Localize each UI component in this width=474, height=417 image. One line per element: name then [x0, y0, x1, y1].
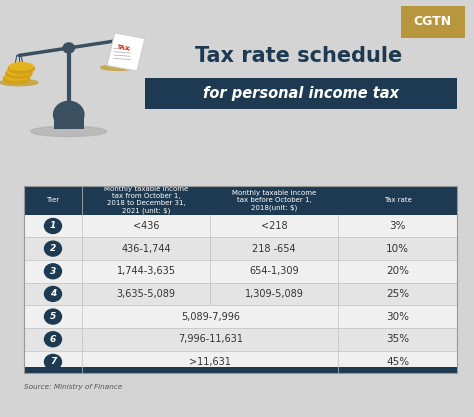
FancyBboxPatch shape — [24, 283, 457, 305]
Text: Source: Ministry of Finance: Source: Ministry of Finance — [24, 384, 122, 390]
FancyBboxPatch shape — [24, 328, 457, 351]
Text: 436-1,744: 436-1,744 — [121, 244, 171, 254]
Ellipse shape — [0, 79, 38, 86]
Circle shape — [45, 264, 62, 279]
Ellipse shape — [5, 73, 28, 80]
Circle shape — [45, 354, 62, 369]
Text: 1,309-5,089: 1,309-5,089 — [245, 289, 304, 299]
Text: 4: 4 — [50, 289, 56, 299]
Text: 25%: 25% — [386, 289, 410, 299]
Text: 3,635-5,089: 3,635-5,089 — [117, 289, 176, 299]
FancyBboxPatch shape — [24, 186, 457, 215]
Text: 30%: 30% — [386, 311, 409, 322]
FancyBboxPatch shape — [24, 215, 457, 237]
Text: 45%: 45% — [386, 357, 410, 367]
Text: 218 -654: 218 -654 — [252, 244, 296, 254]
Circle shape — [63, 43, 74, 53]
FancyBboxPatch shape — [401, 6, 465, 38]
Text: TAX: TAX — [116, 44, 130, 51]
FancyBboxPatch shape — [24, 351, 457, 373]
Ellipse shape — [6, 68, 32, 78]
Text: 10%: 10% — [386, 244, 409, 254]
Text: for personal income tax: for personal income tax — [203, 86, 399, 101]
Text: Monthly taxable income
tax before October 1,
2018(unit: $): Monthly taxable income tax before Octobe… — [232, 190, 316, 211]
Circle shape — [54, 101, 84, 128]
FancyBboxPatch shape — [24, 367, 457, 373]
Text: 7: 7 — [50, 357, 56, 367]
FancyBboxPatch shape — [54, 115, 84, 129]
Circle shape — [45, 219, 62, 234]
FancyBboxPatch shape — [24, 260, 457, 283]
Text: 654-1,309: 654-1,309 — [249, 266, 299, 276]
Ellipse shape — [31, 126, 107, 137]
Text: Tier: Tier — [46, 197, 60, 203]
Ellipse shape — [9, 63, 35, 73]
Circle shape — [45, 309, 62, 324]
Text: 5,089-7,996: 5,089-7,996 — [181, 311, 240, 322]
Text: Monthly taxable income
tax from October 1,
2018 to December 31,
2021 (unit: $): Monthly taxable income tax from October … — [104, 186, 188, 214]
Text: 3: 3 — [50, 267, 56, 276]
Text: 1,744-3,635: 1,744-3,635 — [117, 266, 176, 276]
Ellipse shape — [7, 68, 31, 75]
Ellipse shape — [100, 65, 137, 70]
Text: Tax rate: Tax rate — [384, 197, 412, 203]
Ellipse shape — [9, 63, 33, 70]
Text: 6: 6 — [50, 335, 56, 344]
Text: 20%: 20% — [386, 266, 409, 276]
Text: 1: 1 — [50, 221, 56, 231]
FancyBboxPatch shape — [107, 33, 145, 71]
FancyBboxPatch shape — [24, 237, 457, 260]
Text: 2: 2 — [50, 244, 56, 253]
Text: 35%: 35% — [386, 334, 410, 344]
Text: CGTN: CGTN — [413, 15, 452, 28]
Text: <218: <218 — [261, 221, 287, 231]
Text: <436: <436 — [133, 221, 159, 231]
FancyBboxPatch shape — [24, 305, 457, 328]
Text: 3%: 3% — [390, 221, 406, 231]
Text: Tax rate schedule: Tax rate schedule — [195, 46, 402, 66]
Text: >11,631: >11,631 — [189, 357, 231, 367]
FancyBboxPatch shape — [145, 78, 457, 109]
Ellipse shape — [4, 73, 30, 83]
Text: 7,996-11,631: 7,996-11,631 — [178, 334, 243, 344]
Circle shape — [45, 286, 62, 301]
Circle shape — [45, 241, 62, 256]
Circle shape — [45, 332, 62, 347]
Text: 5: 5 — [50, 312, 56, 321]
